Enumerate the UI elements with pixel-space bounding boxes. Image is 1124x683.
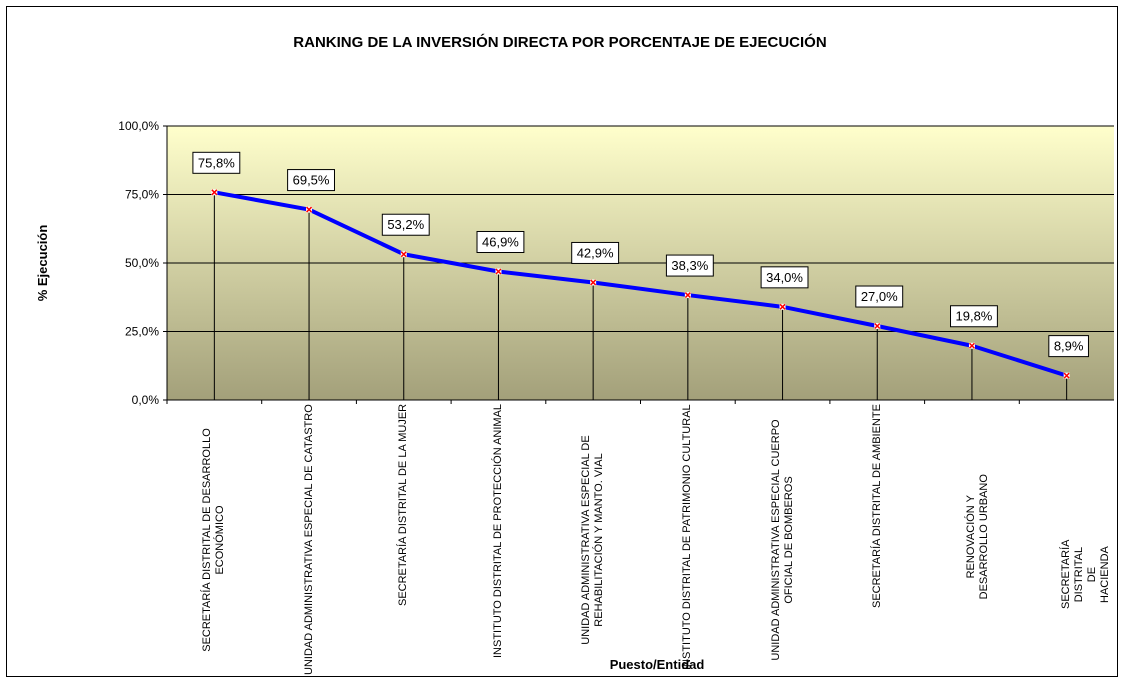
data-line [213, 190, 1068, 378]
data-label-box [476, 230, 525, 253]
marker [968, 342, 975, 349]
x-tick-label: UNIDAD ADMINISTRATIVA ESPECIAL CUERPO OF… [769, 419, 795, 661]
marker [590, 279, 597, 286]
y-tick-label: 25,0% [125, 325, 159, 339]
data-label: 53,2% [387, 217, 424, 232]
x-tick-label: SECRETARÍA DISTRITAL DE LA MUJER [397, 403, 410, 606]
data-label: 46,9% [482, 234, 519, 249]
data-label: 19,8% [956, 309, 993, 324]
y-tick-label: 75,0% [125, 188, 159, 202]
x-tick-label: RENOVACIÓN Y DESARROLLO URBANO [965, 474, 991, 600]
data-label: 75,8% [198, 155, 235, 170]
data-label: 69,5% [293, 173, 330, 188]
x-tick-label: SECRETARÍA DISTRITAL DE DESARROLLO ECONÓ… [201, 428, 227, 652]
marker [1063, 372, 1070, 379]
x-tick-label: INSTITUTO DISTRITAL DE PROTECCIÓN ANIMAL [491, 403, 504, 658]
x-axis-label: Puesto/Entidad [610, 657, 705, 672]
data-label-box [381, 213, 430, 236]
x-tick-label: SECRETARÍA DISTRITAL DE AMBIENTE [870, 404, 883, 608]
data-label-box [950, 305, 998, 328]
data-label-box [287, 169, 335, 192]
marker [874, 322, 881, 330]
x-tick-label: UNIDAD ADMINISTRATIVA ESPECIAL DE CATAST… [302, 404, 315, 675]
marker [400, 251, 407, 258]
data-label: 38,3% [671, 258, 708, 273]
data-label-box [855, 285, 904, 308]
marker [306, 206, 313, 213]
chart-title: RANKING DE LA INVERSIÓN DIRECTA POR PORC… [293, 33, 826, 51]
data-label-box [1048, 335, 1089, 358]
x-tick-label: INSTITUTO DISTRITAL DE PATRIMONIO CULTUR… [681, 404, 694, 670]
data-label: 27,0% [861, 289, 898, 304]
x-tick-label: SECRETARÍA DISTRITAL DE HACIENDA [1060, 539, 1112, 609]
data-label-box [571, 241, 620, 264]
marker [684, 292, 691, 299]
data-label-box [665, 254, 714, 277]
marker [495, 268, 502, 275]
marker [779, 303, 786, 310]
marker [211, 189, 218, 196]
data-label: 8,9% [1054, 339, 1084, 354]
data-label-box [192, 151, 241, 174]
y-tick-label: 50,0% [125, 256, 159, 270]
data-label-box [760, 266, 809, 289]
y-tick-label: 0,0% [132, 393, 160, 407]
y-axis-label: % Ejecución [35, 225, 50, 302]
x-tick-label: UNIDAD ADMINISTRATIVA ESPECIAL DE REHABI… [580, 435, 606, 645]
data-label: 42,9% [577, 245, 614, 260]
data-label: 34,0% [766, 270, 803, 285]
y-tick-label: 100,0% [118, 119, 159, 133]
